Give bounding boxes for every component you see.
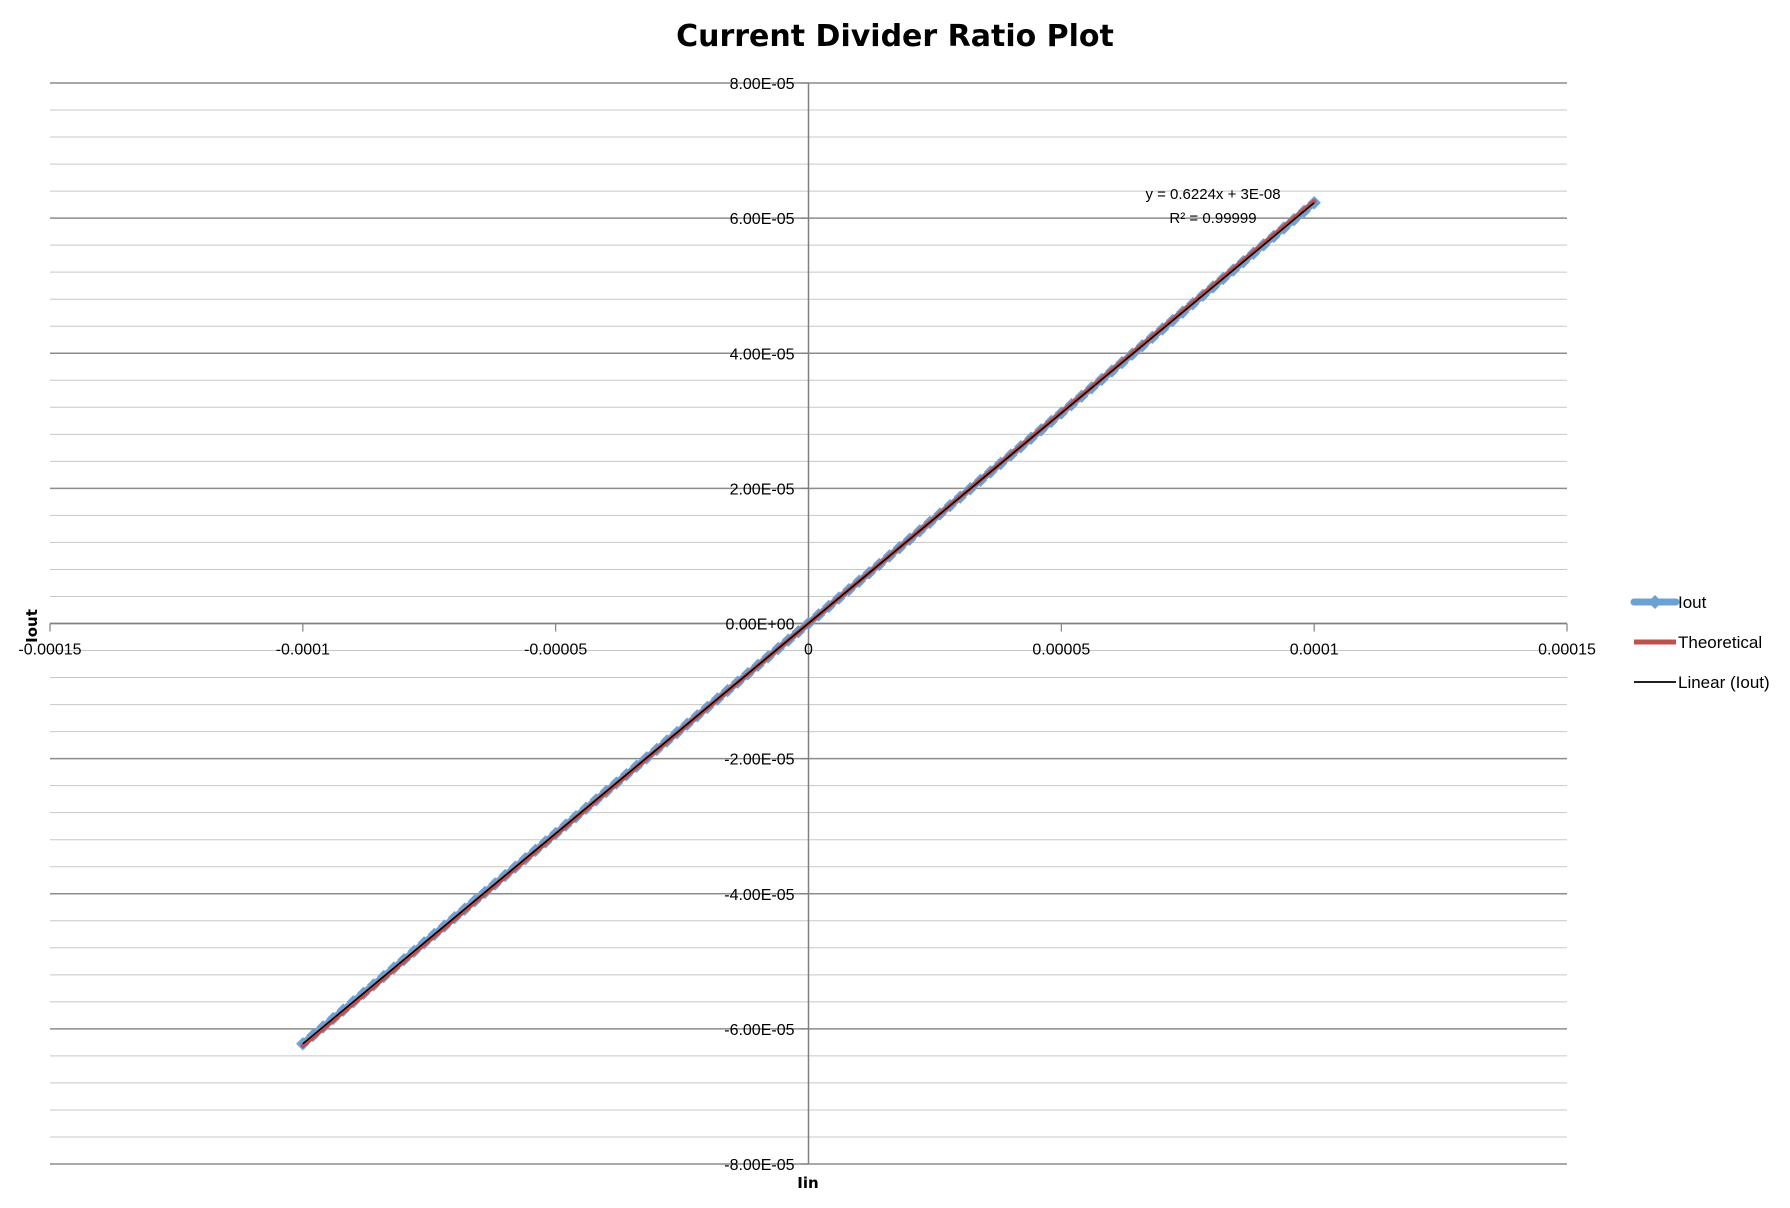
legend-iout-marker [1648, 595, 1662, 609]
x-tick-label: -0.00005 [524, 642, 587, 659]
y-tick-label: -4.00E-05 [724, 887, 794, 904]
y-tick-label: 8.00E-05 [730, 76, 795, 93]
y-tick-label: -8.00E-05 [724, 1157, 794, 1174]
trendline-equation: y = 0.6224x + 3E-08 [1145, 186, 1280, 203]
y-tick-label: -6.00E-05 [724, 1022, 794, 1039]
tick-labels: -0.00015 -0.0001 -0.00005 0 0.00005 0.0001 0.0… [18, 76, 1596, 1174]
trendline-r-squared: R² = 0.99999 [1169, 210, 1256, 227]
y-tick-label: 6.00E-05 [730, 211, 795, 228]
chart-title: Current Divider Ratio Plot [676, 19, 1114, 54]
y-tick-label: 0.00E+00 [726, 617, 795, 634]
x-tick-label: 0.0001 [1290, 642, 1339, 659]
y-tick-label: -2.00E-05 [724, 752, 794, 769]
x-tick-label: 0.00005 [1032, 642, 1090, 659]
x-tick-label: -0.00015 [18, 642, 81, 659]
y-tick-label: 2.00E-05 [730, 481, 795, 498]
x-tick-label: -0.0001 [276, 642, 330, 659]
y-axis-title: Iout [23, 609, 41, 643]
plot-area [296, 196, 1321, 1051]
x-tick-label: 0 [804, 642, 813, 659]
legend-label-theoretical: Theoretical [1678, 633, 1762, 652]
series-linear-trendline [302, 202, 1315, 1045]
x-tick-label: 0.00015 [1538, 642, 1596, 659]
y-tick-label: 4.00E-05 [730, 346, 795, 363]
legend: Iout Theoretical Linear (Iout) [1630, 593, 1770, 692]
legend-label-linear: Linear (Iout) [1678, 673, 1770, 692]
x-axis-title: Iin [797, 1174, 818, 1192]
legend-label-iout: Iout [1678, 593, 1707, 612]
